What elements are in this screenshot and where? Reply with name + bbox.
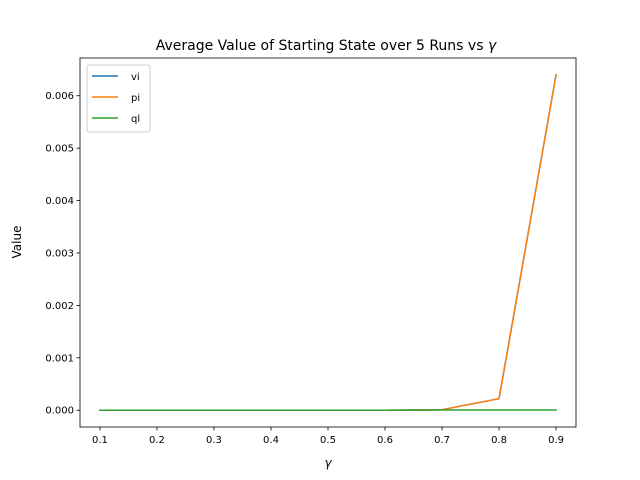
x-axis-title: γ [324,456,332,470]
x-tick-label: 0.5 [320,435,336,446]
x-tick-label: 0.2 [149,435,165,446]
x-tick-label: 0.9 [548,435,564,446]
y-tick-label: 0.002 [45,301,74,312]
series-lines [99,73,557,411]
y-axis-ticks: 0.000 0.001 0.002 0.003 0.004 0.005 0.006 [45,91,80,417]
x-axis-ticks: 0.1 0.2 0.3 0.4 0.5 0.6 0.7 0.8 0.9 [92,427,564,446]
y-axis-title: Value [10,226,24,259]
chart-title: Average Value of Starting State over 5 R… [156,38,497,54]
x-tick-label: 0.6 [377,435,393,446]
legend-box [86,64,151,133]
x-tick-label: 0.7 [434,435,450,446]
y-tick-label: 0.005 [45,144,74,155]
x-tick-label: 0.1 [92,435,108,446]
y-tick-label: 0.004 [45,196,74,207]
legend-label-ql: ql [131,114,140,125]
y-tick-label: 0.006 [45,91,74,102]
x-tick-label: 0.4 [263,435,279,446]
legend: vi pi ql [86,64,151,133]
y-tick-label: 0.003 [45,248,74,259]
legend-label-vi: vi [131,72,140,83]
y-tick-label: 0.001 [45,353,74,364]
legend-label-pi: pi [131,93,140,104]
x-tick-label: 0.8 [491,435,507,446]
x-tick-label: 0.3 [206,435,222,446]
y-tick-label: 0.000 [45,406,74,417]
